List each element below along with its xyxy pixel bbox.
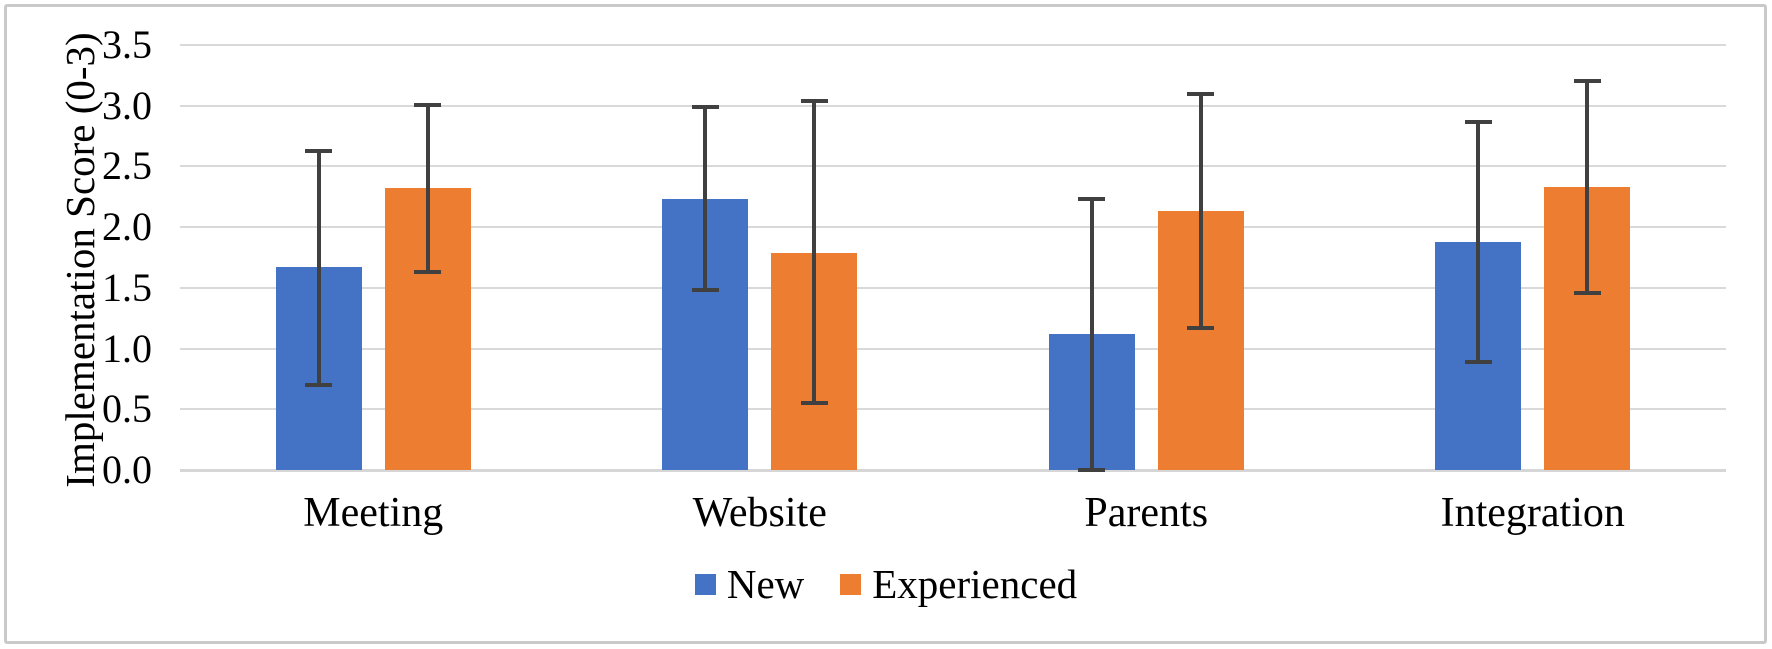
error-bar-cap-top — [1464, 119, 1492, 124]
error-bar-line — [425, 104, 430, 273]
error-bar-cap-top — [1187, 91, 1215, 96]
x-axis-label: Parents — [1084, 490, 1209, 536]
error-bar-line — [1198, 93, 1203, 328]
gridline — [180, 104, 1726, 107]
legend-item-new: New — [694, 560, 805, 608]
error-bar-cap-top — [800, 98, 828, 103]
error-bar-cap-bottom — [414, 270, 442, 275]
legend-swatch-new — [694, 573, 716, 595]
y-axis-title: Implementation Score (0-3) — [57, 32, 103, 488]
x-axis-label: Website — [692, 490, 827, 536]
gridline — [180, 286, 1726, 289]
y-tick-label: 0.0 — [102, 447, 152, 492]
y-tick-label: 2.0 — [102, 204, 152, 250]
error-bar-line — [1585, 81, 1590, 293]
legend-item-experienced: Experienced — [840, 560, 1077, 608]
legend: New Experienced — [0, 560, 1772, 608]
legend-label: Experienced — [872, 561, 1078, 607]
error-bar-line — [812, 100, 817, 404]
error-bar-cap-bottom — [800, 401, 828, 406]
error-bar-line — [316, 150, 321, 385]
error-bar-cap-bottom — [305, 383, 333, 387]
error-bar-cap-bottom — [1573, 290, 1601, 295]
y-tick-label: 3.5 — [102, 22, 152, 67]
y-tick-label: 0.5 — [102, 386, 152, 432]
gridline — [180, 44, 1726, 46]
error-bar-cap-bottom — [691, 288, 719, 293]
error-bar-cap-top — [305, 148, 333, 153]
error-bar-cap-top — [414, 102, 442, 107]
error-bar-line — [703, 106, 708, 291]
gridline — [180, 226, 1726, 229]
error-bar-line — [1089, 199, 1094, 470]
error-bar-line — [1476, 121, 1481, 362]
y-tick-label: 1.0 — [102, 325, 152, 371]
error-bar-cap-bottom — [1078, 468, 1106, 472]
error-bar-cap-top — [1573, 79, 1601, 84]
error-bar-cap-top — [691, 104, 719, 109]
x-axis-line — [180, 469, 1726, 472]
x-axis-label: Meeting — [303, 490, 444, 536]
gridline — [180, 165, 1726, 168]
gridline — [180, 408, 1726, 411]
error-bar-cap-top — [1078, 197, 1106, 202]
y-tick-label: 1.5 — [102, 264, 152, 310]
y-tick-label: 2.5 — [102, 143, 152, 189]
error-bar-cap-bottom — [1464, 359, 1492, 364]
y-tick-label: 3.0 — [102, 82, 152, 128]
gridline — [180, 347, 1726, 350]
legend-swatch-experienced — [840, 573, 862, 595]
plot-area — [180, 44, 1726, 472]
error-bar-cap-bottom — [1187, 325, 1215, 330]
legend-label: New — [726, 561, 805, 607]
x-axis-label: Integration — [1440, 490, 1625, 536]
